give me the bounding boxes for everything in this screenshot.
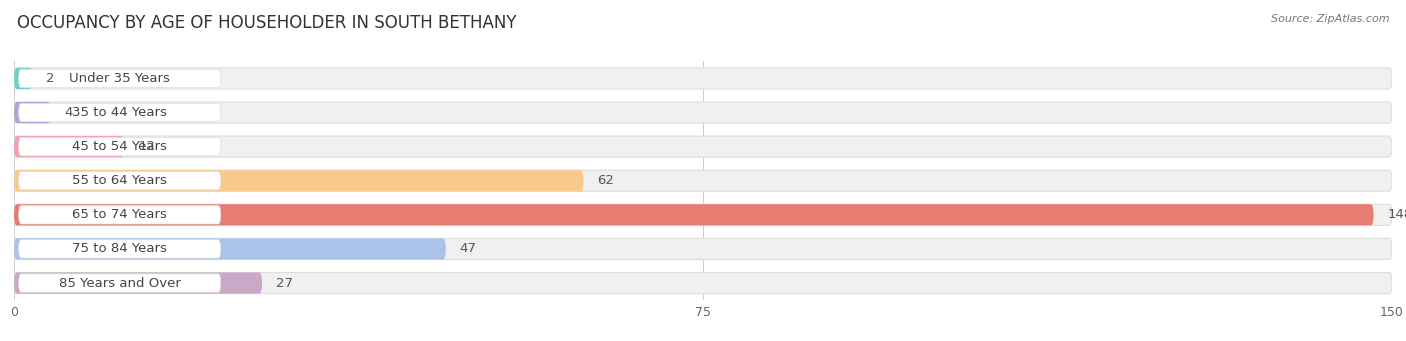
FancyBboxPatch shape [14,68,1392,89]
Text: Source: ZipAtlas.com: Source: ZipAtlas.com [1271,14,1389,24]
FancyBboxPatch shape [14,136,124,157]
Text: Under 35 Years: Under 35 Years [69,72,170,85]
Text: 12: 12 [138,140,155,153]
FancyBboxPatch shape [14,238,1392,260]
Text: 4: 4 [65,106,73,119]
FancyBboxPatch shape [14,68,32,89]
FancyBboxPatch shape [14,272,262,294]
FancyBboxPatch shape [14,272,1392,294]
FancyBboxPatch shape [14,102,51,123]
FancyBboxPatch shape [14,238,446,260]
Text: 35 to 44 Years: 35 to 44 Years [72,106,167,119]
FancyBboxPatch shape [14,170,1392,191]
Text: 27: 27 [276,277,292,290]
FancyBboxPatch shape [18,206,221,224]
FancyBboxPatch shape [18,69,221,88]
FancyBboxPatch shape [18,240,221,258]
FancyBboxPatch shape [18,137,221,156]
FancyBboxPatch shape [14,204,1374,225]
FancyBboxPatch shape [14,136,1392,157]
FancyBboxPatch shape [18,103,221,122]
Text: 148: 148 [1388,208,1406,221]
Text: 62: 62 [598,174,614,187]
FancyBboxPatch shape [18,172,221,190]
Text: 45 to 54 Years: 45 to 54 Years [72,140,167,153]
FancyBboxPatch shape [14,170,583,191]
FancyBboxPatch shape [14,102,1392,123]
Text: 47: 47 [460,242,477,255]
Text: OCCUPANCY BY AGE OF HOUSEHOLDER IN SOUTH BETHANY: OCCUPANCY BY AGE OF HOUSEHOLDER IN SOUTH… [17,14,516,32]
Text: 55 to 64 Years: 55 to 64 Years [72,174,167,187]
Text: 75 to 84 Years: 75 to 84 Years [72,242,167,255]
Text: 85 Years and Over: 85 Years and Over [59,277,180,290]
Text: 2: 2 [46,72,55,85]
FancyBboxPatch shape [14,204,1392,225]
Text: 65 to 74 Years: 65 to 74 Years [72,208,167,221]
FancyBboxPatch shape [18,274,221,292]
